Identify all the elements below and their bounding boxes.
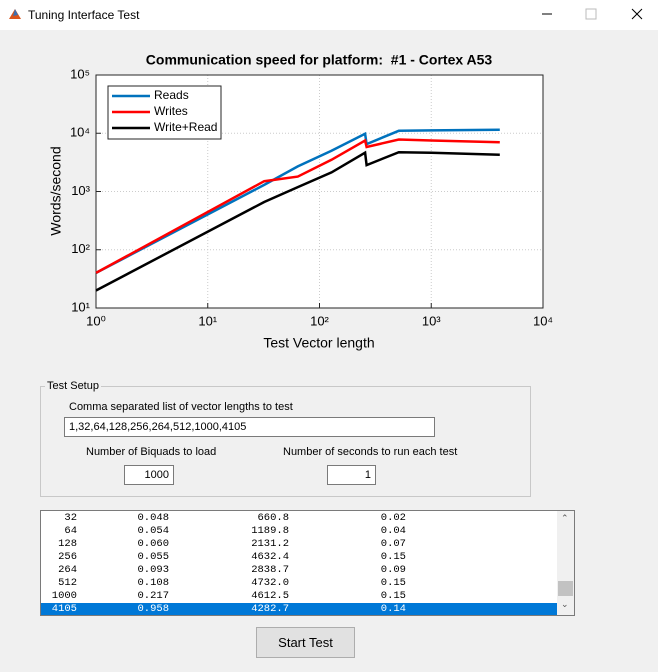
selected-row[interactable] (41, 603, 557, 615)
x-tick-label: 10² (310, 313, 329, 328)
series-line (95, 138, 500, 274)
list-cell: 4282.7 (251, 603, 289, 615)
list-cell: 0.02 (380, 512, 406, 524)
list-cell: 0.958 (137, 603, 169, 615)
list-cell: 0.15 (380, 551, 406, 563)
list-cell: 660.8 (257, 512, 289, 524)
list-cell: 0.15 (380, 577, 406, 589)
list-cell: 256 (58, 551, 77, 563)
vector-lengths-label: Comma separated list of vector lengths t… (69, 401, 293, 413)
start-button[interactable]: Start Test (256, 627, 355, 658)
y-tick-label: 10¹ (71, 299, 90, 314)
list-cell: 264 (58, 564, 77, 576)
list-cell: 0.108 (137, 577, 169, 589)
list-cell: 4732.0 (251, 577, 289, 589)
y-tick-label: 10⁴ (70, 125, 90, 140)
app-icon (9, 9, 21, 19)
x-tick-label: 10³ (422, 313, 441, 328)
y-tick-label: 10² (71, 241, 90, 256)
list-cell: 2131.2 (251, 538, 289, 550)
axes-frame (95, 74, 544, 309)
list-cell: 2838.7 (251, 564, 289, 576)
list-cell: 512 (58, 577, 77, 589)
list-cell: 64 (64, 525, 77, 537)
x-axis-label: Test Vector length (263, 335, 374, 351)
biquads-input[interactable]: 1000 (124, 465, 174, 485)
list-cell: 4612.5 (251, 590, 289, 602)
list-cell: 0.217 (137, 590, 169, 602)
x-tick-label: 10⁰ (86, 313, 106, 328)
panel-title: Test Setup (45, 380, 101, 392)
chart-title: Communication speed for platform: #1 - C… (146, 52, 493, 68)
list-cell: 32 (64, 512, 77, 524)
list-cell: 1189.8 (251, 525, 289, 537)
list-cell: 0.07 (380, 538, 406, 550)
window-title: Tuning Interface Test (28, 8, 140, 22)
list-cell: 0.060 (137, 538, 169, 550)
vector-lengths-input[interactable]: 1,32,64,128,256,264,512,1000,4105 (64, 417, 435, 437)
list-cell: 4632.4 (251, 551, 289, 563)
scrollbar[interactable]: ⌃ ⌄ (557, 511, 574, 615)
legend: Reads Writes Write+Read (107, 85, 222, 140)
y-tick-label: 10⁵ (70, 66, 90, 81)
list-cell: 0.048 (137, 512, 169, 524)
list-cell: 0.09 (380, 564, 406, 576)
legend-label: Reads (154, 88, 189, 102)
seconds-input[interactable]: 1 (327, 465, 376, 485)
list-cell: 0.14 (380, 603, 406, 615)
y-axis-label: Words/second (48, 146, 64, 235)
test-setup-panel (40, 386, 531, 497)
list-cell: 0.04 (380, 525, 406, 537)
legend-label: Write+Read (154, 120, 217, 134)
legend-label: Writes (154, 104, 188, 118)
list-cell: 1000 (51, 590, 77, 602)
list-cell: 0.055 (137, 551, 169, 563)
x-tick-label: 10⁴ (533, 313, 553, 328)
title-bar: Tuning Interface Test (0, 0, 658, 30)
list-cell: 128 (58, 538, 77, 550)
x-tick-label: 10¹ (198, 313, 217, 328)
list-cell: 0.054 (137, 525, 169, 537)
biquads-label: Number of Biquads to load (86, 446, 217, 458)
chart: Communication speed for platform: #1 - C… (48, 52, 553, 351)
series-line (95, 150, 500, 292)
list-cell: 4105 (51, 603, 77, 615)
list-cell: 0.15 (380, 590, 406, 602)
list-cell: 0.093 (137, 564, 169, 576)
results-list[interactable]: ⌃ ⌄ 32 0.048 660.8 0.02 64 0.054 1189.8 0.04 128… (40, 510, 575, 616)
window-controls[interactable] (530, 0, 658, 30)
seconds-label: Number of seconds to run each test (283, 446, 458, 458)
y-tick-label: 10³ (71, 183, 90, 198)
